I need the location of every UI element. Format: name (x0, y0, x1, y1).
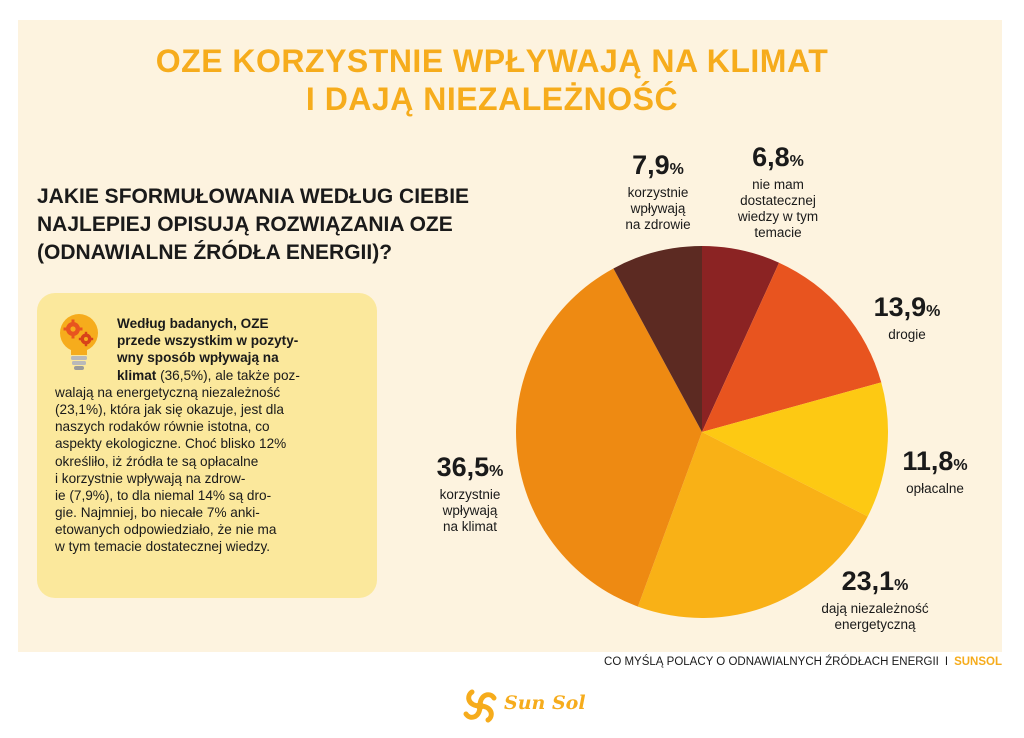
slice-value: 7,9 (632, 150, 670, 180)
slice-desc: temacie (754, 225, 802, 240)
question-line-2: NAJLEPIEJ OPISUJĄ ROZWIĄZANIA OZE (37, 213, 453, 236)
summary-line: Według badanych, OZE (117, 316, 269, 331)
slice-unit: % (489, 463, 504, 480)
slice-desc: na klimat (442, 519, 498, 534)
sunsol-logo: Sun Sol (460, 686, 620, 726)
survey-question: JAKIE SFORMUŁOWANIA WEDŁUG CIEBIE NAJLEP… (37, 183, 507, 267)
footer-separator: I (944, 656, 949, 668)
summary-line: etowanych odpowiedziało, że nie ma (55, 522, 277, 538)
footer: CO MYŚLĄ POLACY O ODNAWIALNYCH ŹRÓDŁACH … (0, 656, 1002, 668)
slice-unit: % (894, 577, 909, 594)
slice-desc: korzystnie (627, 185, 689, 200)
summary-line: przede wszystkim w pozyty- (117, 333, 299, 349)
slice-desc: opłacalne (906, 481, 964, 496)
summary-line: ie (7,9%), to dla niemal 14% są dro- (55, 487, 272, 503)
slice-label-health: 7,9% korzystnie wpływają na zdrowie (608, 150, 708, 233)
slice-value: 11,8 (902, 446, 954, 476)
sun-logo-icon (463, 689, 497, 723)
summary-line: walają na energetyczną niezależność (55, 384, 281, 400)
slice-desc: wpływają (630, 201, 686, 216)
page-title: OZE KORZYSTNIE WPŁYWAJĄ NA KLIMAT I DAJĄ… (0, 42, 984, 118)
title-line-1: OZE KORZYSTNIE WPŁYWAJĄ NA KLIMAT (155, 43, 829, 79)
lightbulb-gears-icon (60, 314, 98, 370)
summary-line: naszych rodaków równie istotna, co (55, 419, 270, 435)
footer-text: CO MYŚLĄ POLACY O ODNAWIALNYCH ŹRÓDŁACH … (604, 656, 939, 668)
slice-unit: % (669, 161, 684, 178)
slice-unit: % (953, 457, 968, 474)
slice-desc: energetyczną (834, 617, 916, 632)
slice-value: 23,1 (841, 566, 895, 596)
logo-wordmark: Sun Sol (504, 692, 586, 714)
slice-desc: wpływają (442, 503, 498, 518)
slice-label-independence: 23,1% dają niezależność energetyczną (790, 566, 960, 633)
summary-text: Według badanych, OZE przede wszystkim w … (55, 315, 359, 556)
slice-label-profitable: 11,8% opłacalne (880, 446, 990, 497)
slice-value: 6,8 (752, 142, 790, 172)
slice-value: 36,5 (436, 452, 490, 482)
slice-label-no-knowledge: 6,8% nie mam dostatecznej wiedzy w tym t… (718, 142, 838, 241)
footer-brand: SUNSOL (954, 656, 1002, 668)
summary-line: (23,1%), która jak się okazuje, jest dla (55, 401, 284, 417)
slice-desc: korzystnie (439, 487, 501, 502)
slice-desc: dostatecznej (740, 193, 816, 208)
summary-line: wny sposób wpływają na (117, 350, 279, 366)
slice-unit: % (926, 303, 941, 320)
slice-desc: nie mam (752, 177, 804, 192)
summary-line: aspekty ekologiczne. Choć blisko 12% (55, 436, 287, 452)
slice-value: 13,9 (873, 292, 927, 322)
summary-box: Według badanych, OZE przede wszystkim w … (37, 293, 377, 598)
slice-unit: % (789, 153, 804, 170)
slice-desc: dają niezależność (821, 601, 929, 616)
slice-label-expensive: 13,9% drogie (852, 292, 962, 343)
slice-label-climate: 36,5% korzystnie wpływają na klimat (415, 452, 525, 535)
summary-line: klimat (36,5%), ale także poz- (117, 367, 300, 383)
summary-line: określiło, iż źródła te są opłacalne (55, 453, 259, 469)
question-line-3: (ODNAWIALNE ŹRÓDŁA ENERGII)? (37, 241, 393, 264)
slice-desc: na zdrowie (625, 217, 691, 232)
summary-line: i korzystnie wpływają na zdrow- (55, 470, 246, 486)
question-line-1: JAKIE SFORMUŁOWANIA WEDŁUG CIEBIE (37, 185, 470, 208)
slice-desc: wiedzy w tym (737, 209, 819, 224)
slice-desc: drogie (888, 327, 926, 342)
summary-line: w tym temacie dostatecznej wiedzy. (55, 539, 271, 555)
summary-line: gie. Najmniej, bo niecałe 7% anki- (55, 505, 260, 521)
title-line-2: I DAJĄ NIEZALEŻNOŚĆ (305, 81, 679, 117)
